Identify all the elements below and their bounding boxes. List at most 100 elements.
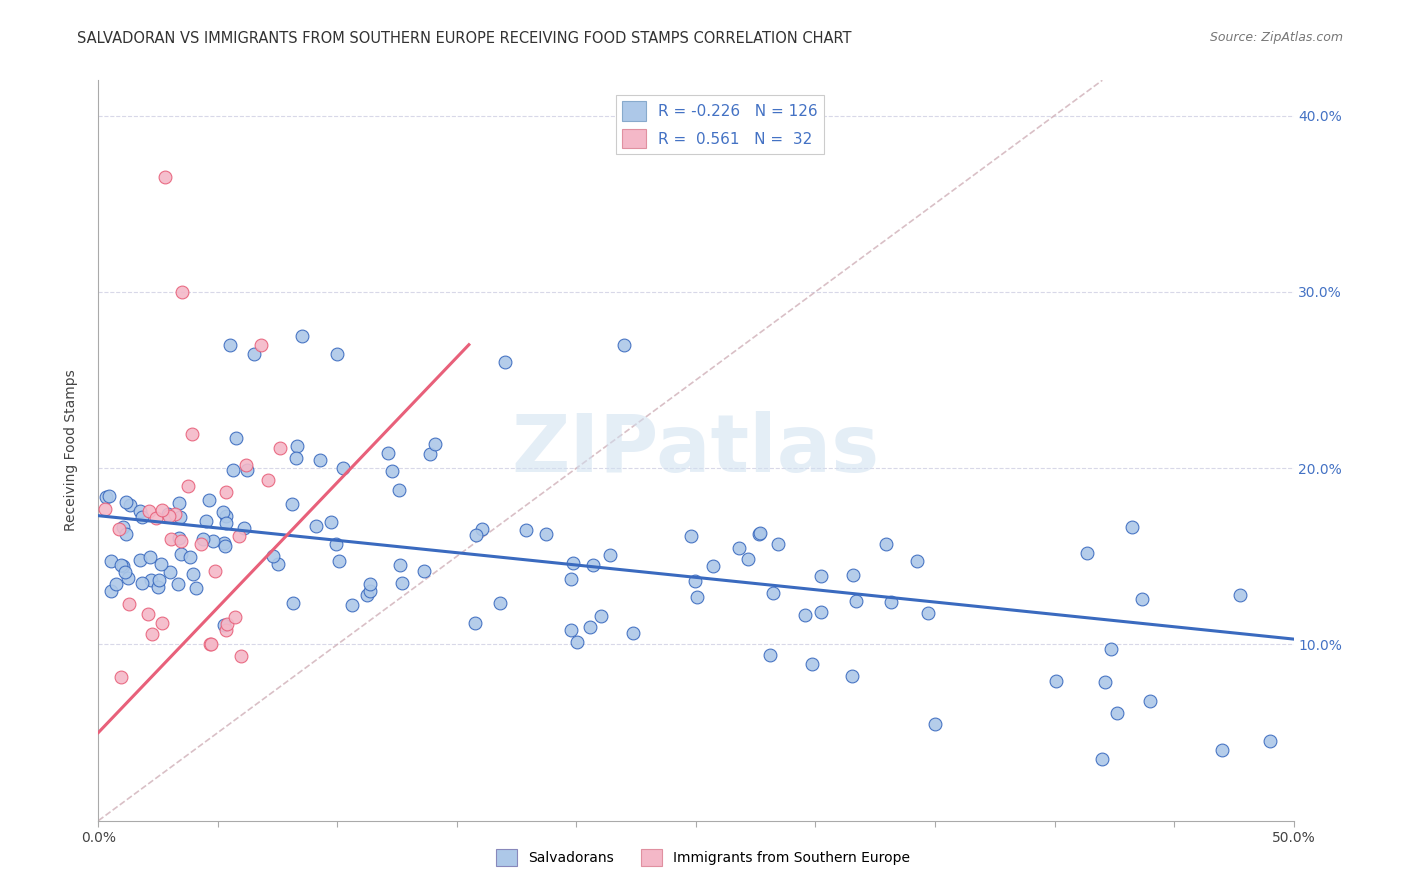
Point: [388, 558, 411, 572]
Point: [391, 575, 413, 590]
Point: [1091, 752, 1114, 766]
Point: [683, 574, 706, 589]
Point: [328, 554, 350, 568]
Point: [679, 529, 702, 543]
Point: [582, 558, 605, 572]
Point: [419, 447, 441, 461]
Point: [359, 576, 381, 591]
Point: [169, 509, 191, 524]
Point: [215, 623, 238, 637]
Point: [131, 509, 153, 524]
Point: [880, 595, 903, 609]
Point: [413, 564, 436, 578]
Point: [136, 607, 159, 622]
Point: [768, 536, 790, 550]
Point: [1229, 588, 1251, 602]
Point: [110, 670, 132, 684]
Point: [115, 495, 138, 509]
Point: [285, 440, 308, 454]
Legend: R = -0.226   N = 126, R =  0.561   N =  32: R = -0.226 N = 126, R = 0.561 N = 32: [616, 95, 824, 154]
Point: [266, 557, 288, 571]
Point: [332, 461, 354, 475]
Text: SALVADORAN VS IMMIGRANTS FROM SOUTHERN EUROPE RECEIVING FOOD STAMPS CORRELATION : SALVADORAN VS IMMIGRANTS FROM SOUTHERN E…: [77, 31, 852, 46]
Point: [111, 559, 134, 574]
Point: [356, 589, 378, 603]
Y-axis label: Receiving Food Stamps: Receiving Food Stamps: [63, 369, 77, 532]
Point: [167, 496, 190, 510]
Point: [190, 537, 212, 551]
Point: [114, 565, 136, 579]
Point: [309, 453, 332, 467]
Point: [235, 458, 257, 472]
Point: [1094, 675, 1116, 690]
Point: [170, 547, 193, 561]
Point: [1139, 694, 1161, 708]
Point: [181, 566, 204, 581]
Point: [111, 520, 134, 534]
Point: [145, 511, 167, 525]
Point: [494, 355, 516, 369]
Legend: Salvadorans, Immigrants from Southern Europe: Salvadorans, Immigrants from Southern Eu…: [491, 844, 915, 871]
Point: [131, 575, 153, 590]
Point: [215, 509, 238, 524]
Point: [567, 635, 589, 649]
Point: [149, 558, 172, 572]
Point: [228, 528, 250, 542]
Point: [235, 463, 257, 477]
Point: [117, 571, 139, 585]
Point: [1130, 592, 1153, 607]
Point: [100, 583, 122, 598]
Point: [917, 606, 939, 620]
Point: [214, 539, 236, 553]
Point: [148, 574, 170, 588]
Point: [214, 516, 236, 530]
Point: [359, 583, 381, 598]
Point: [686, 590, 709, 604]
Point: [515, 523, 537, 537]
Point: [800, 657, 823, 671]
Point: [387, 483, 409, 498]
Point: [200, 636, 222, 650]
Point: [841, 669, 863, 683]
Point: [110, 558, 132, 573]
Point: [159, 566, 181, 580]
Point: [319, 515, 342, 529]
Point: [204, 564, 226, 578]
Point: [172, 285, 194, 299]
Point: [222, 463, 245, 477]
Point: [104, 577, 127, 591]
Point: [465, 528, 488, 542]
Point: [94, 502, 117, 516]
Point: [129, 504, 152, 518]
Point: [184, 581, 207, 595]
Point: [200, 637, 222, 651]
Point: [269, 441, 291, 455]
Point: [146, 580, 169, 594]
Point: [377, 446, 399, 460]
Point: [471, 522, 494, 536]
Point: [759, 648, 782, 662]
Point: [118, 597, 141, 611]
Point: [325, 537, 347, 551]
Point: [138, 504, 160, 518]
Point: [169, 532, 191, 546]
Point: [1121, 519, 1143, 533]
Point: [157, 508, 180, 523]
Text: Source: ZipAtlas.com: Source: ZipAtlas.com: [1209, 31, 1343, 45]
Point: [1258, 734, 1281, 748]
Point: [1076, 546, 1098, 560]
Point: [98, 489, 121, 503]
Point: [924, 716, 946, 731]
Point: [201, 534, 224, 549]
Point: [120, 498, 142, 512]
Point: [534, 526, 557, 541]
Point: [579, 620, 602, 634]
Point: [157, 507, 180, 521]
Point: [423, 437, 446, 451]
Point: [728, 541, 751, 555]
Point: [215, 485, 238, 500]
Point: [165, 507, 187, 521]
Point: [281, 597, 304, 611]
Point: [155, 170, 177, 185]
Point: [94, 491, 117, 505]
